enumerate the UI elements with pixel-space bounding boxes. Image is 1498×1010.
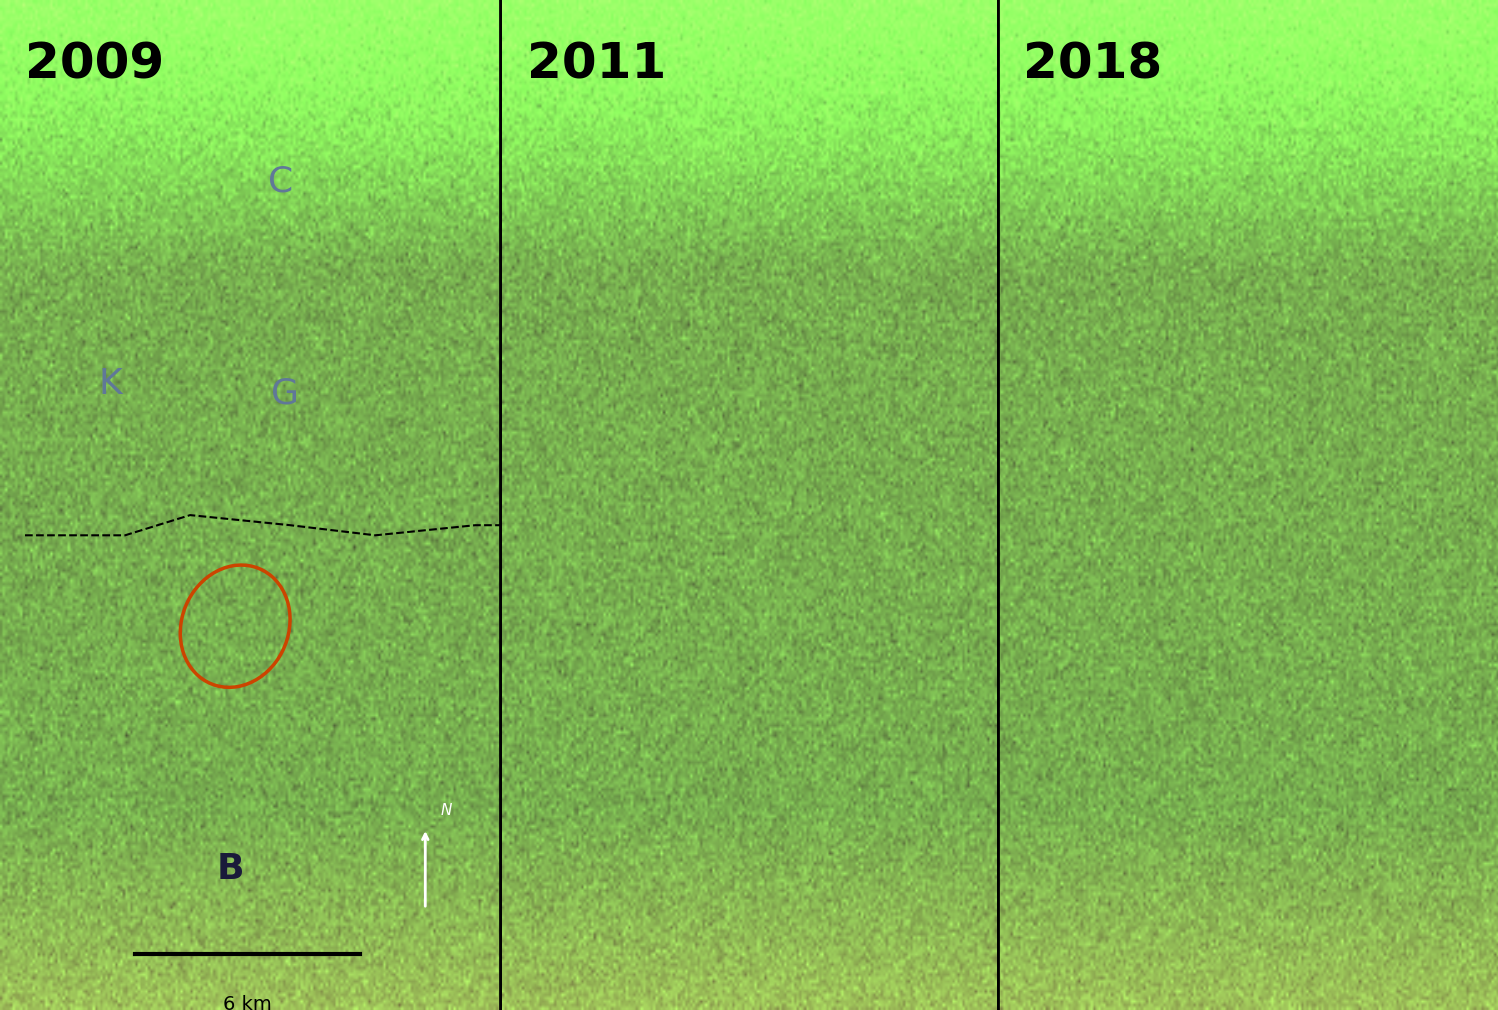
Text: 2009: 2009 bbox=[25, 40, 165, 89]
Text: 6 km: 6 km bbox=[223, 995, 273, 1010]
Text: G: G bbox=[271, 377, 300, 411]
Text: C: C bbox=[268, 165, 292, 199]
Text: K: K bbox=[99, 367, 121, 401]
Text: B: B bbox=[216, 851, 244, 886]
Text: N: N bbox=[440, 803, 452, 818]
Text: 2011: 2011 bbox=[527, 40, 667, 89]
Text: 2018: 2018 bbox=[1023, 40, 1162, 89]
